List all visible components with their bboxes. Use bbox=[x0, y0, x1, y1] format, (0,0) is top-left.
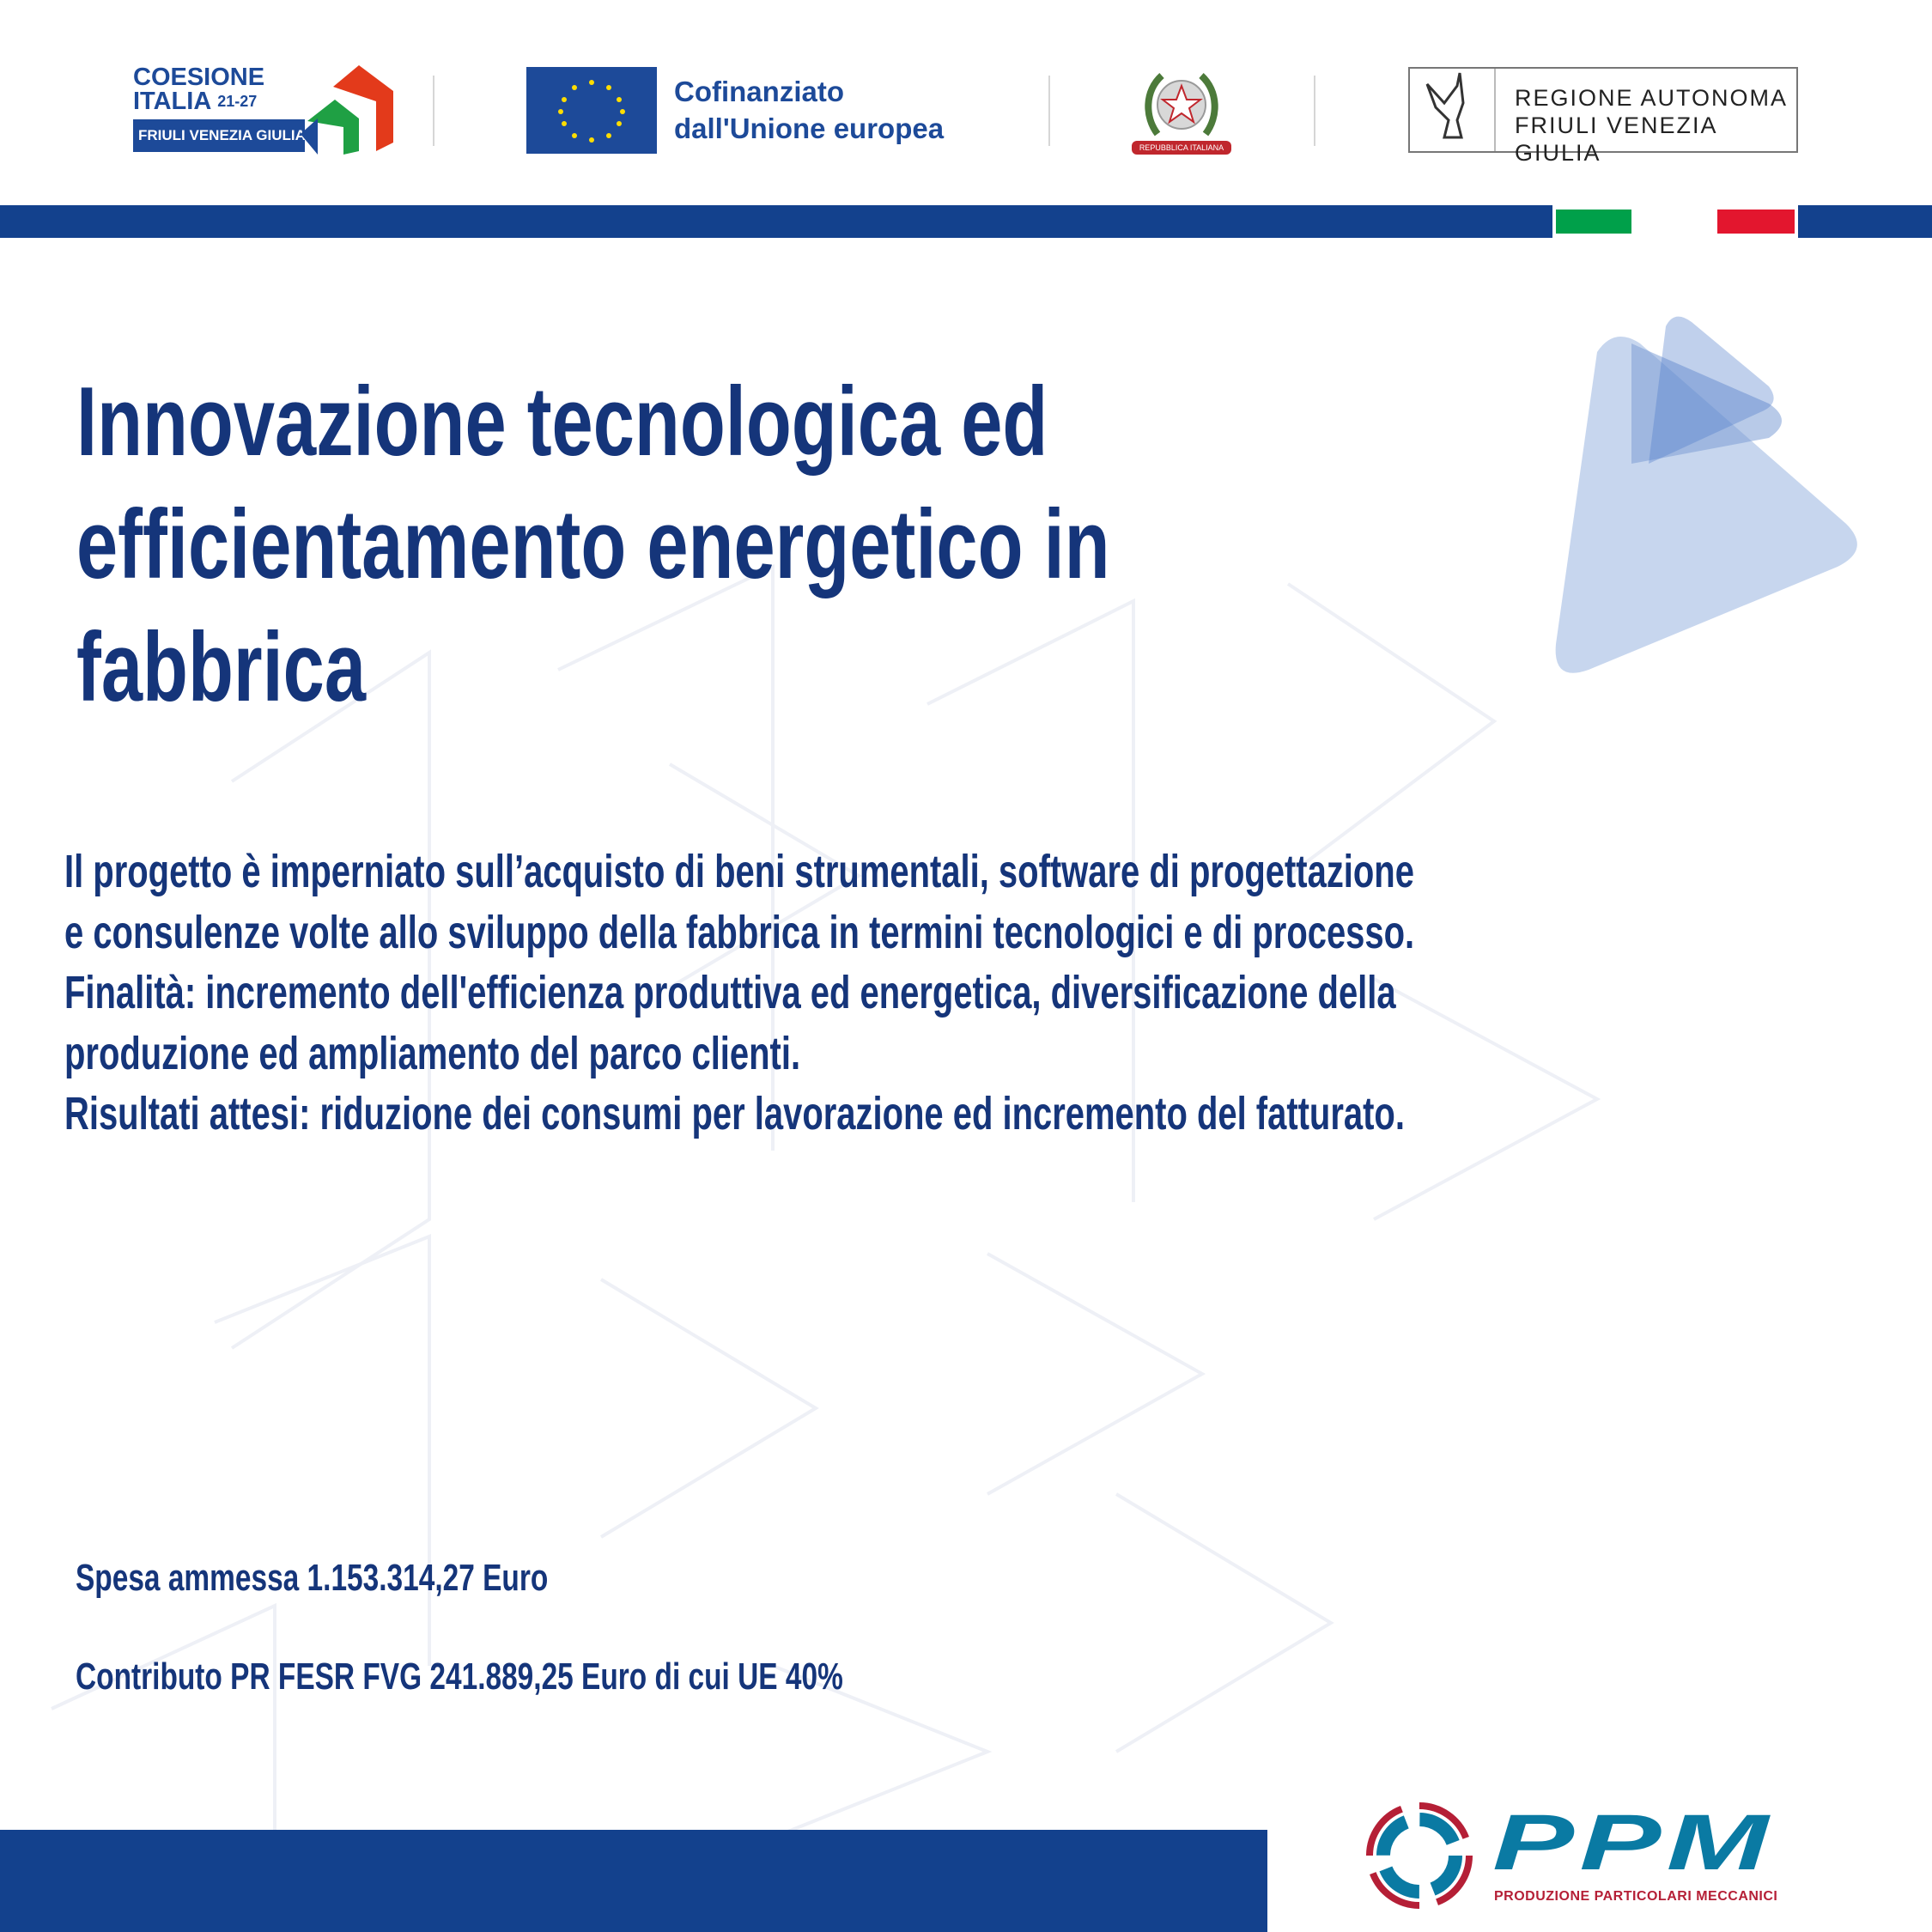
page-title: Innovazione tecnologica ed efficientamen… bbox=[76, 368, 1110, 722]
regione-fvg-logo: REGIONE AUTONOMA FRIULI VENEZIA GIULIA bbox=[1408, 67, 1798, 166]
footer-band bbox=[0, 1830, 1267, 1932]
eu-cofinanced-text: Cofinanziato dall'Unione europea bbox=[674, 76, 945, 144]
contributo: Contributo PR FESR FVG 241.889,25 Euro d… bbox=[76, 1656, 843, 1698]
italian-flag-icon bbox=[1552, 205, 1798, 238]
coesione-italia-logo: COESIONE ITALIA 21-27 FRIULI VENEZIA GIU… bbox=[133, 65, 399, 155]
background-pattern bbox=[51, 563, 1601, 1838]
eagle-icon bbox=[1425, 72, 1465, 139]
ppm-logo: PPM PRODUZIONE PARTICOLARI MECCANICI bbox=[1364, 1800, 1791, 1911]
project-description: Il progetto è imperniato sull’acquisto d… bbox=[64, 846, 1415, 1139]
ppm-wordmark: PPM bbox=[1492, 1803, 1774, 1882]
spesa-ammessa: Spesa ammessa 1.153.314,27 Euro bbox=[76, 1557, 549, 1599]
divider bbox=[1048, 76, 1050, 146]
divider bbox=[1314, 76, 1315, 146]
divider bbox=[433, 76, 434, 146]
ppm-emblem-icon bbox=[1366, 1802, 1473, 1909]
italian-republic-emblem-icon: REPUBBLICA ITALIANA bbox=[1132, 65, 1231, 160]
eu-flag-icon bbox=[526, 67, 657, 154]
emblem-ribbon: REPUBBLICA ITALIANA bbox=[1132, 141, 1231, 155]
decorative-triangles bbox=[1555, 316, 1857, 673]
ppm-tagline: PRODUZIONE PARTICOLARI MECCANICI bbox=[1494, 1889, 1778, 1904]
